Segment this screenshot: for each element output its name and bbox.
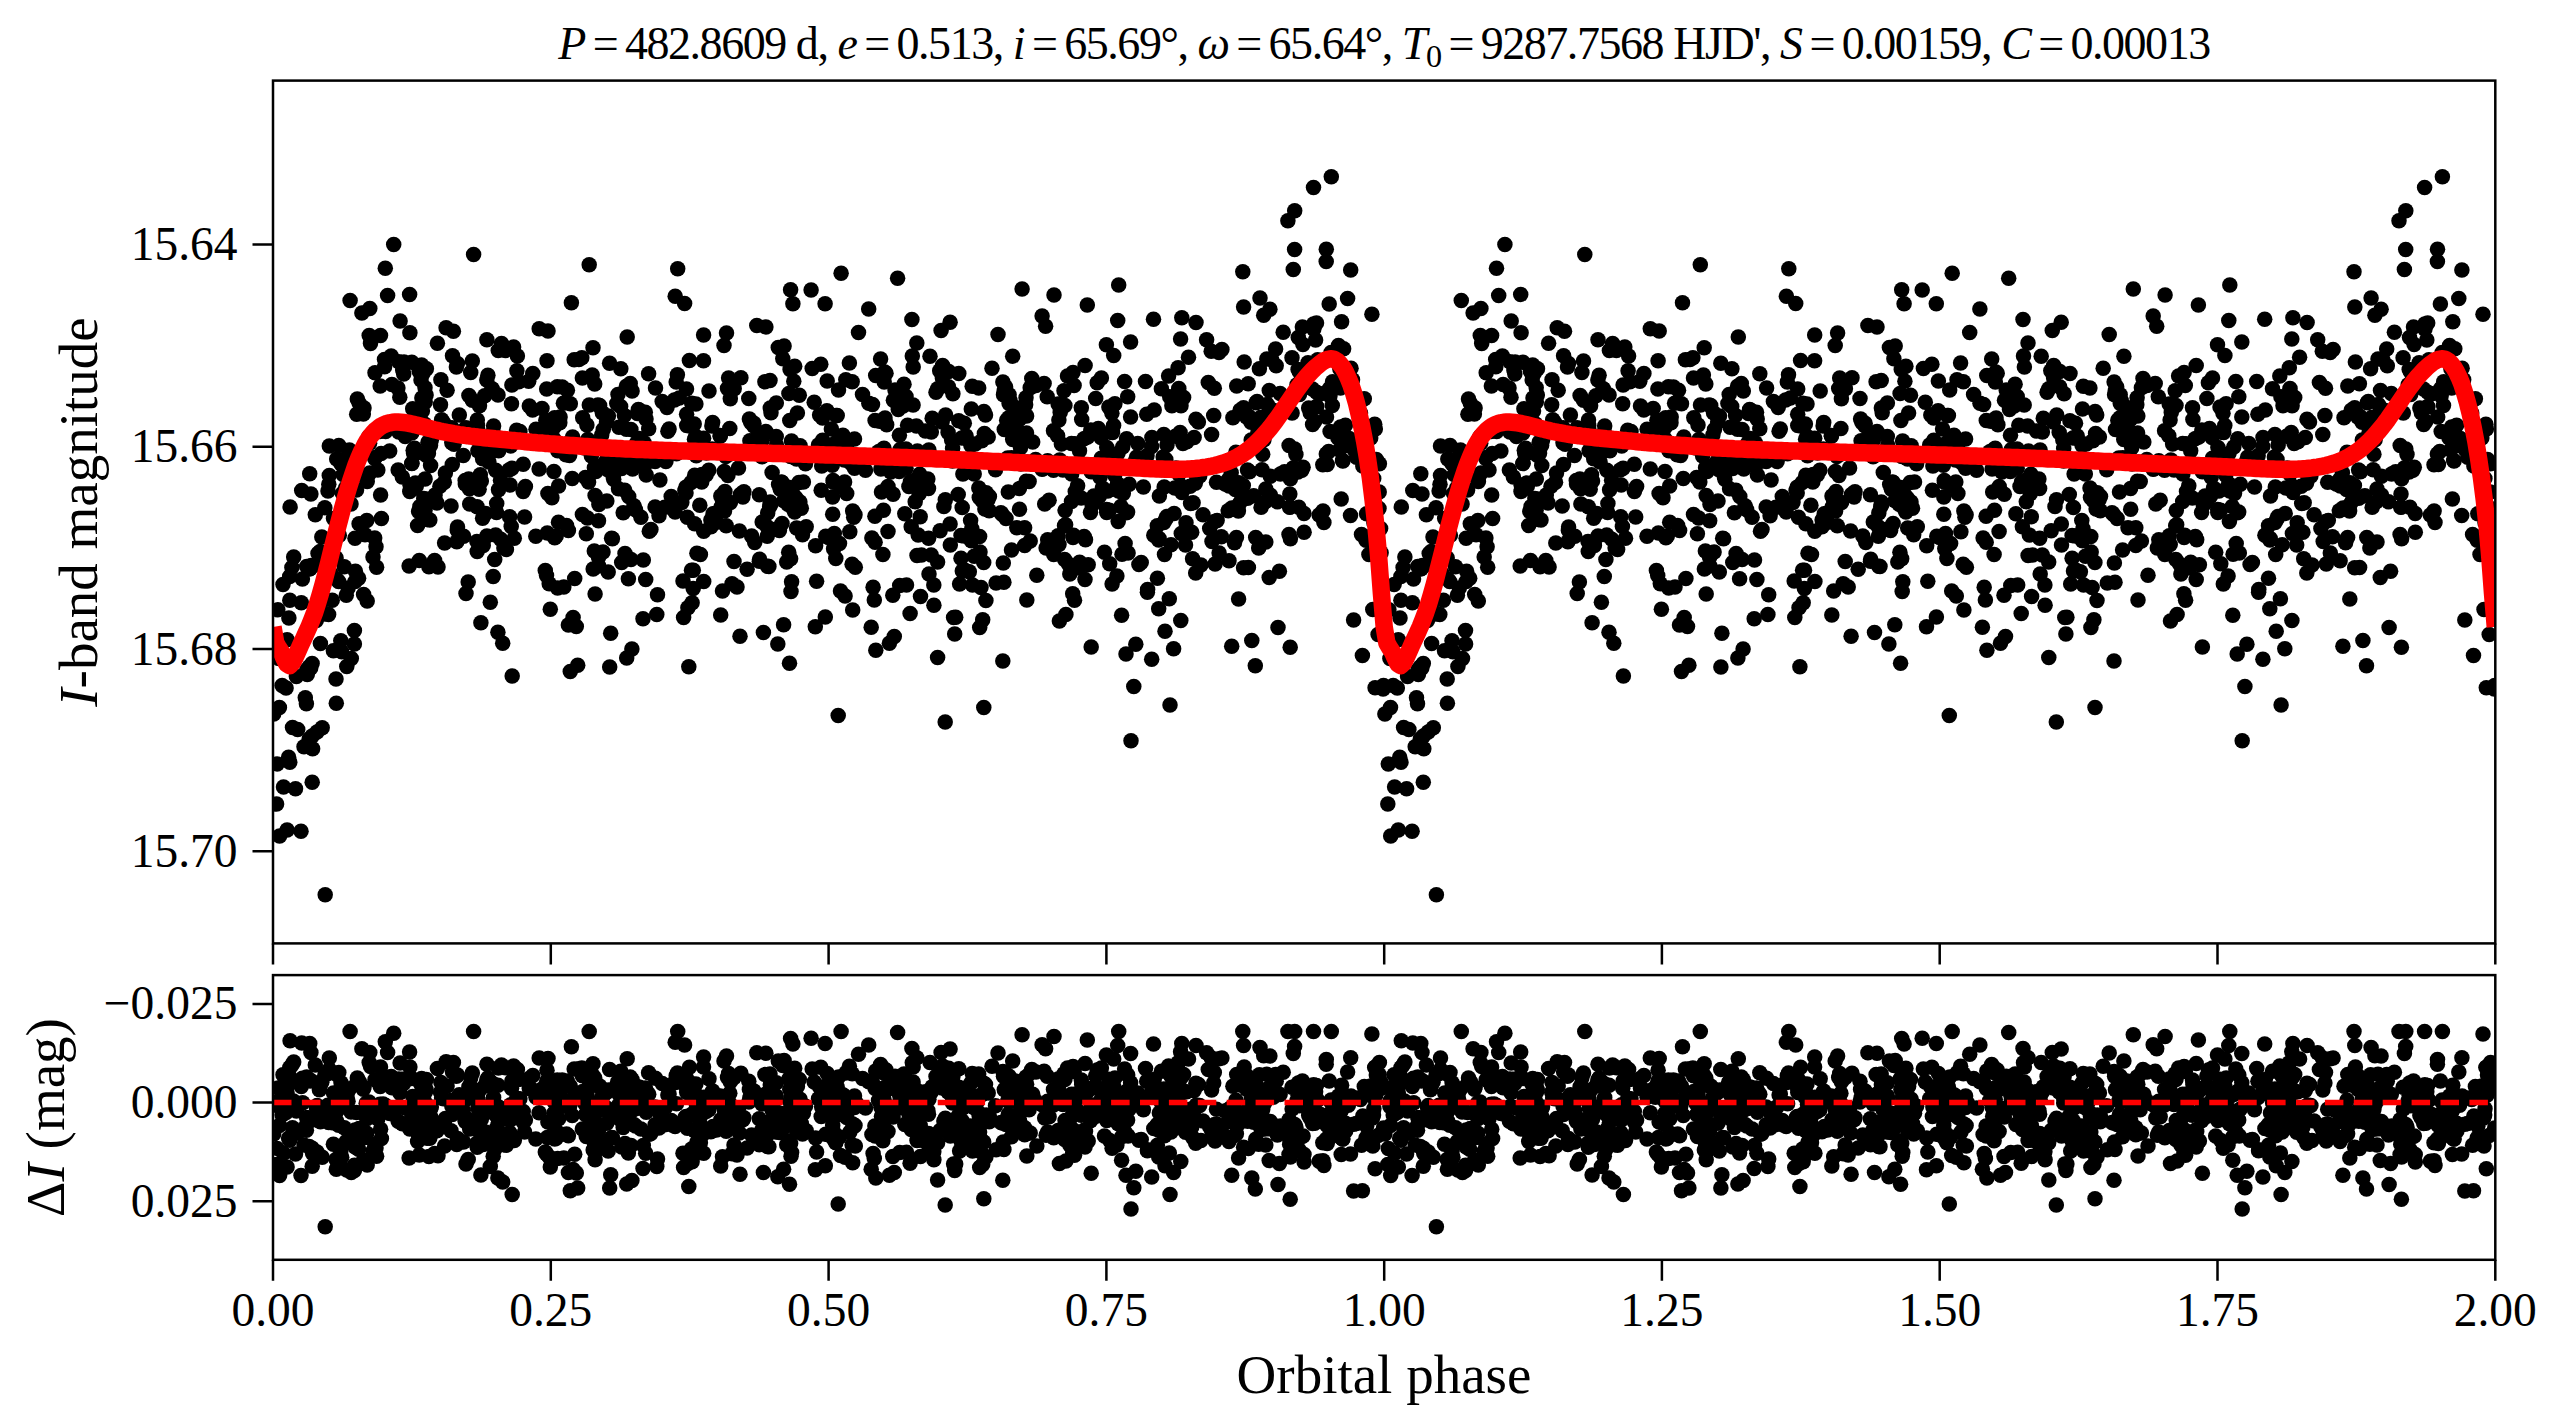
svg-text:1.25: 1.25 <box>1620 1284 1703 1336</box>
svg-text:15.66: 15.66 <box>131 420 238 472</box>
svg-text:15.70: 15.70 <box>131 825 238 877</box>
svg-text:P = 482.8609 d, e = 0.513, i =: P = 482.8609 d, e = 0.513, i = 65.69°, ω… <box>557 18 2210 74</box>
svg-text:0.75: 0.75 <box>1065 1284 1148 1336</box>
svg-text:0.25: 0.25 <box>509 1284 592 1336</box>
svg-text:15.68: 15.68 <box>131 623 238 675</box>
svg-text:1.75: 1.75 <box>2176 1284 2259 1336</box>
svg-text:15.64: 15.64 <box>131 218 238 270</box>
svg-text:0.000: 0.000 <box>131 1076 238 1128</box>
svg-text:2.00: 2.00 <box>2454 1284 2537 1336</box>
svg-text:0.00: 0.00 <box>231 1284 314 1336</box>
svg-text:−0.025: −0.025 <box>104 977 238 1029</box>
svg-text:Orbital phase: Orbital phase <box>1237 1344 1532 1405</box>
svg-text:0.50: 0.50 <box>787 1284 870 1336</box>
svg-text:0.025: 0.025 <box>131 1175 238 1227</box>
svg-text:I-band magnitude: I-band magnitude <box>48 317 109 707</box>
svg-text:1.50: 1.50 <box>1898 1284 1981 1336</box>
svg-text:ΔI (mag): ΔI (mag) <box>15 1018 76 1217</box>
svg-text:1.00: 1.00 <box>1343 1284 1426 1336</box>
